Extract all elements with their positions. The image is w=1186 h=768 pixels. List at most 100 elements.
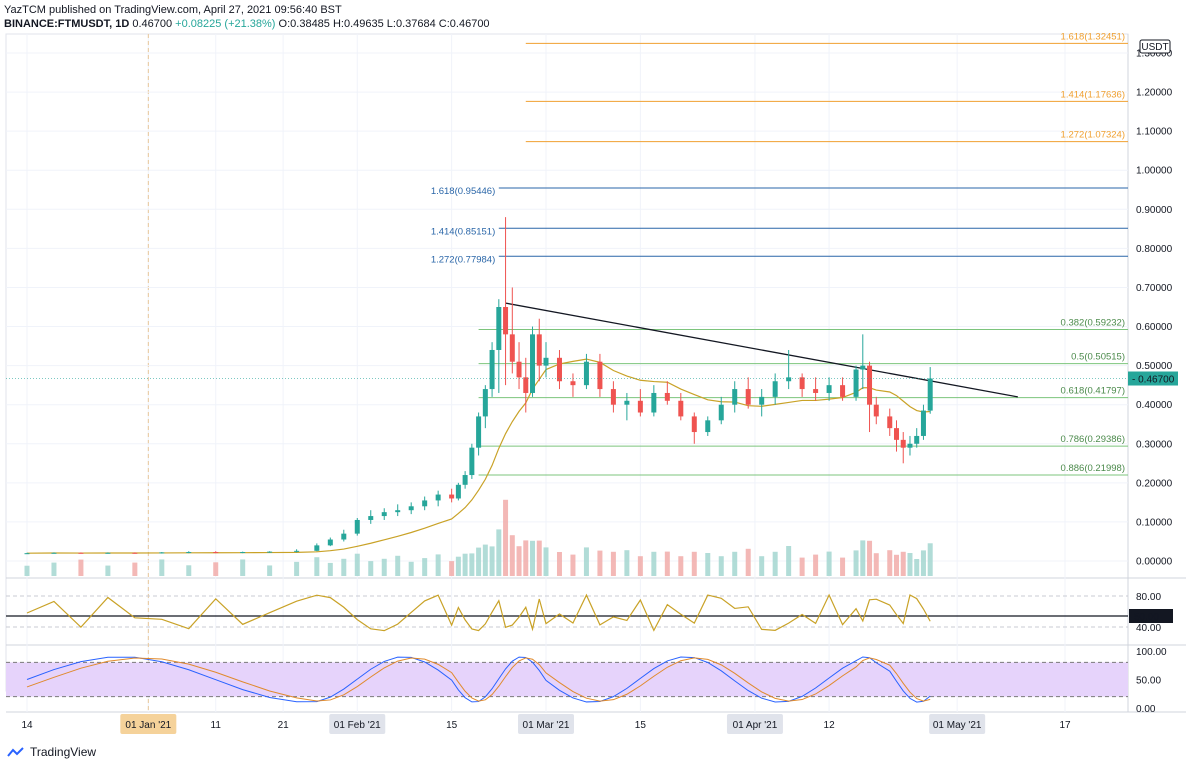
volume-bar (705, 553, 711, 576)
time-label-highlight (120, 714, 177, 734)
candle-body (893, 428, 899, 440)
volume-bar (745, 548, 751, 576)
fib-level-label: 1.414(0.85151) (431, 226, 495, 237)
volume-bar (455, 556, 461, 576)
price-tick-label: 0.60000 (1136, 322, 1173, 333)
volume-bar (294, 561, 300, 576)
candle-body (914, 435, 920, 444)
candle-body (664, 392, 670, 401)
volume-bar (509, 535, 515, 576)
candle-body (583, 361, 589, 386)
fib-level-label: 1.272(1.07324) (1061, 130, 1125, 141)
volume-bar (105, 565, 111, 576)
price-tick-label: 0.80000 (1136, 244, 1173, 255)
candle-body (873, 404, 879, 417)
price-tick-label: 0.70000 (1136, 283, 1173, 294)
fib-level-label: 0.786(0.29386) (1061, 434, 1125, 445)
candle-body (678, 400, 684, 417)
price-tick-label: 1.00000 (1136, 166, 1173, 177)
currency-box (1139, 39, 1171, 54)
volume-bar (132, 562, 138, 576)
volume-bar (395, 555, 401, 576)
volume-bar (759, 556, 765, 576)
candle-body (482, 389, 488, 417)
volume-bar (570, 554, 576, 576)
candle-body (927, 378, 933, 411)
volume-bar (873, 553, 879, 576)
candle-body (213, 552, 219, 554)
candle-body (509, 334, 515, 362)
volume-bar (469, 553, 475, 576)
volume-bar (341, 558, 347, 576)
osc-current-tag (1129, 609, 1173, 623)
candle-body (395, 510, 401, 513)
candle-body (455, 484, 461, 499)
footer-brand: TradingView (30, 745, 97, 759)
candle-body (759, 396, 765, 405)
volume-bar (496, 529, 502, 576)
volume-bar (159, 559, 165, 576)
candle-body (422, 500, 428, 507)
footer: TradingView (6, 745, 96, 759)
candle-body (637, 400, 643, 413)
candle-body (786, 377, 792, 382)
oscillator-line (26, 593, 931, 632)
candle-body (691, 416, 697, 433)
price-tick-label: 1.10000 (1136, 127, 1173, 138)
fib-level-label: 0.886(0.21998) (1061, 463, 1125, 474)
volume-bar (530, 540, 536, 576)
time-tick-label: 01 Feb '21 (334, 720, 381, 731)
time-label-highlight (518, 714, 574, 734)
candle-body (860, 365, 866, 370)
osc-tick-label: 80.00 (1136, 592, 1161, 603)
volume-bar (840, 557, 846, 576)
candle-body (449, 494, 455, 499)
stoch-d-line (26, 657, 931, 702)
fib-level-label: 0.382(0.59232) (1061, 318, 1125, 329)
price-tick-label: 1.20000 (1136, 88, 1173, 99)
candle-body (341, 533, 347, 540)
volume-bar (186, 565, 192, 576)
candle-body (314, 545, 320, 551)
volume-bar (516, 546, 522, 576)
volume-bar (664, 551, 670, 576)
volume-bar (826, 551, 832, 576)
volume-bar (624, 550, 630, 576)
time-tick-label: 01 May '21 (933, 720, 982, 731)
candle-body (772, 381, 778, 397)
candle-body (240, 552, 246, 554)
candle-body (408, 506, 414, 511)
volume-bar (368, 561, 374, 576)
candle-body (159, 552, 165, 554)
volume-bar (476, 547, 482, 576)
volume-bar (449, 561, 455, 576)
rsi-tick-label: 50.00 (1136, 676, 1161, 687)
volume-bar (462, 553, 468, 576)
currency-label: USDT (1141, 42, 1168, 53)
rsi-tick-label: 0.00 (1136, 704, 1156, 715)
volume-bar (408, 561, 414, 576)
price-tick-label: 0.10000 (1136, 517, 1173, 528)
fib-level-label: 1.272(0.77984) (431, 254, 495, 265)
time-tick-label: 12 (824, 720, 836, 731)
volume-bar (772, 551, 778, 576)
candle-body (381, 512, 387, 517)
time-tick-label: 17 (1059, 720, 1071, 731)
volume-bar (78, 559, 84, 576)
time-tick-label: 11 (211, 720, 222, 731)
candle-body (132, 552, 138, 554)
volume-bar (240, 559, 246, 576)
candle-body (24, 553, 30, 555)
candle-body (718, 404, 724, 421)
candle-body (907, 443, 913, 448)
candle-body (799, 377, 805, 390)
candle-body (105, 552, 111, 554)
candle-body (51, 552, 57, 554)
candle-body (745, 389, 751, 405)
volume-bar (482, 544, 488, 576)
ohlc-values: O:0.38485 H:0.49635 L:0.37684 C:0.46700 (278, 18, 490, 30)
volume-bar (523, 540, 529, 576)
candle-body (536, 334, 542, 366)
volume-bar (503, 499, 509, 576)
